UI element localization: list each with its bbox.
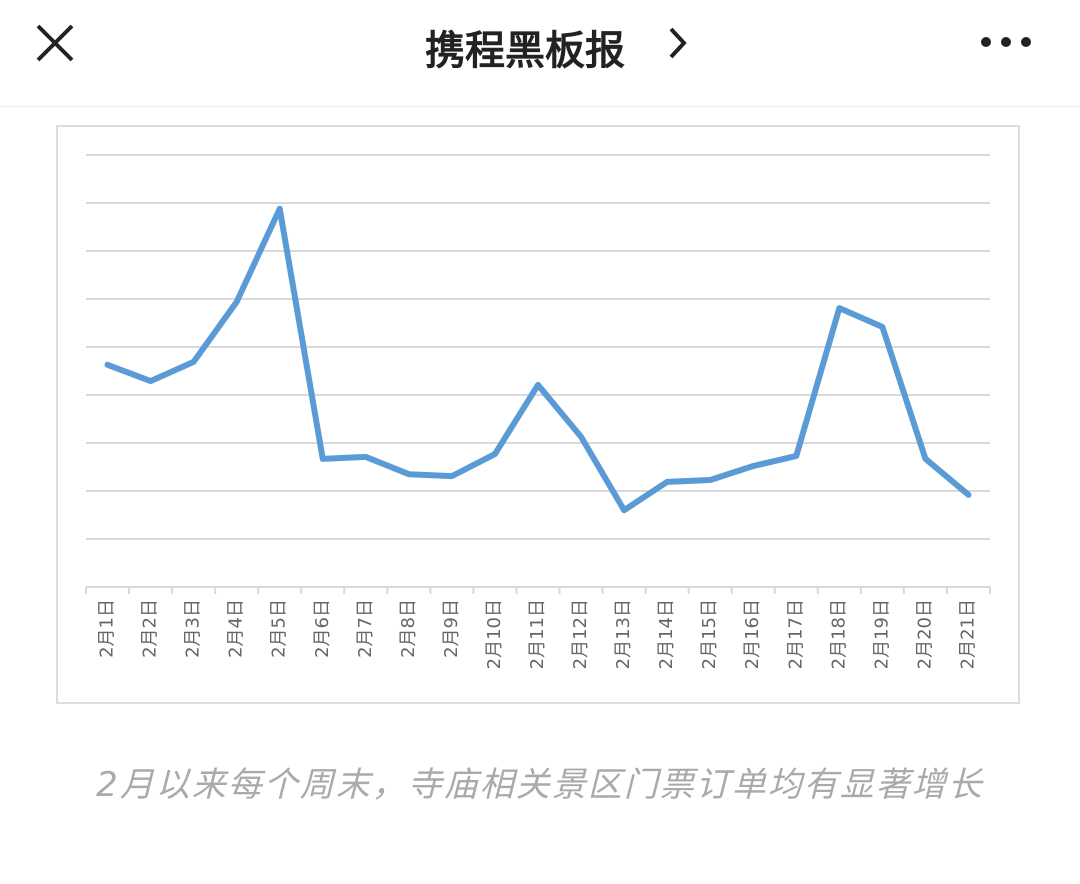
x-tick-label: 2月5日 <box>269 599 290 658</box>
x-tick-label: 2月16日 <box>742 599 763 669</box>
x-tick-label: 2月7日 <box>355 599 376 658</box>
close-button[interactable] <box>36 24 74 62</box>
x-tick-label: 2月17日 <box>785 599 806 669</box>
data-line <box>104 205 972 514</box>
chart: 2月1日 2月2日 2月3日 2月4日 2月5日 2月6日 2月7日 2月8日 2月9日 2月10… <box>56 125 1020 704</box>
x-tick-label: 2月9日 <box>441 599 462 658</box>
x-tick-label: 2月10日 <box>484 599 505 669</box>
x-tick-label: 2月20日 <box>914 599 935 669</box>
x-tick-label: 2月19日 <box>871 599 892 669</box>
x-tick-label: 2月8日 <box>398 599 419 658</box>
x-tick-label: 2月2日 <box>140 599 161 658</box>
x-tick-label: 2月12日 <box>570 599 591 669</box>
x-tick-label: 2月11日 <box>527 599 548 669</box>
title-arrow[interactable] <box>669 27 687 59</box>
x-tick-label: 2月15日 <box>699 599 720 669</box>
caption: 2月以来每个周末，寺庙相关景区门票订单均有显著增长 <box>96 765 984 805</box>
x-tick-label: 2月14日 <box>656 599 677 669</box>
x-tick-label: 2月21日 <box>957 599 978 669</box>
x-tick-label: 2月13日 <box>613 599 634 669</box>
chart-frame <box>56 125 1020 704</box>
x-tick-label: 2月4日 <box>226 599 247 658</box>
title[interactable]: 携程黑板报 <box>425 28 625 74</box>
x-tick-label: 2月6日 <box>312 599 333 658</box>
x-tick-label: 2月18日 <box>828 599 849 669</box>
header-icons <box>36 24 1031 62</box>
more-button[interactable] <box>981 37 1031 47</box>
x-tick-label: 2月3日 <box>183 599 204 658</box>
x-tick-label: 2月1日 <box>97 599 118 658</box>
header: 携程黑板报 <box>0 0 1080 107</box>
